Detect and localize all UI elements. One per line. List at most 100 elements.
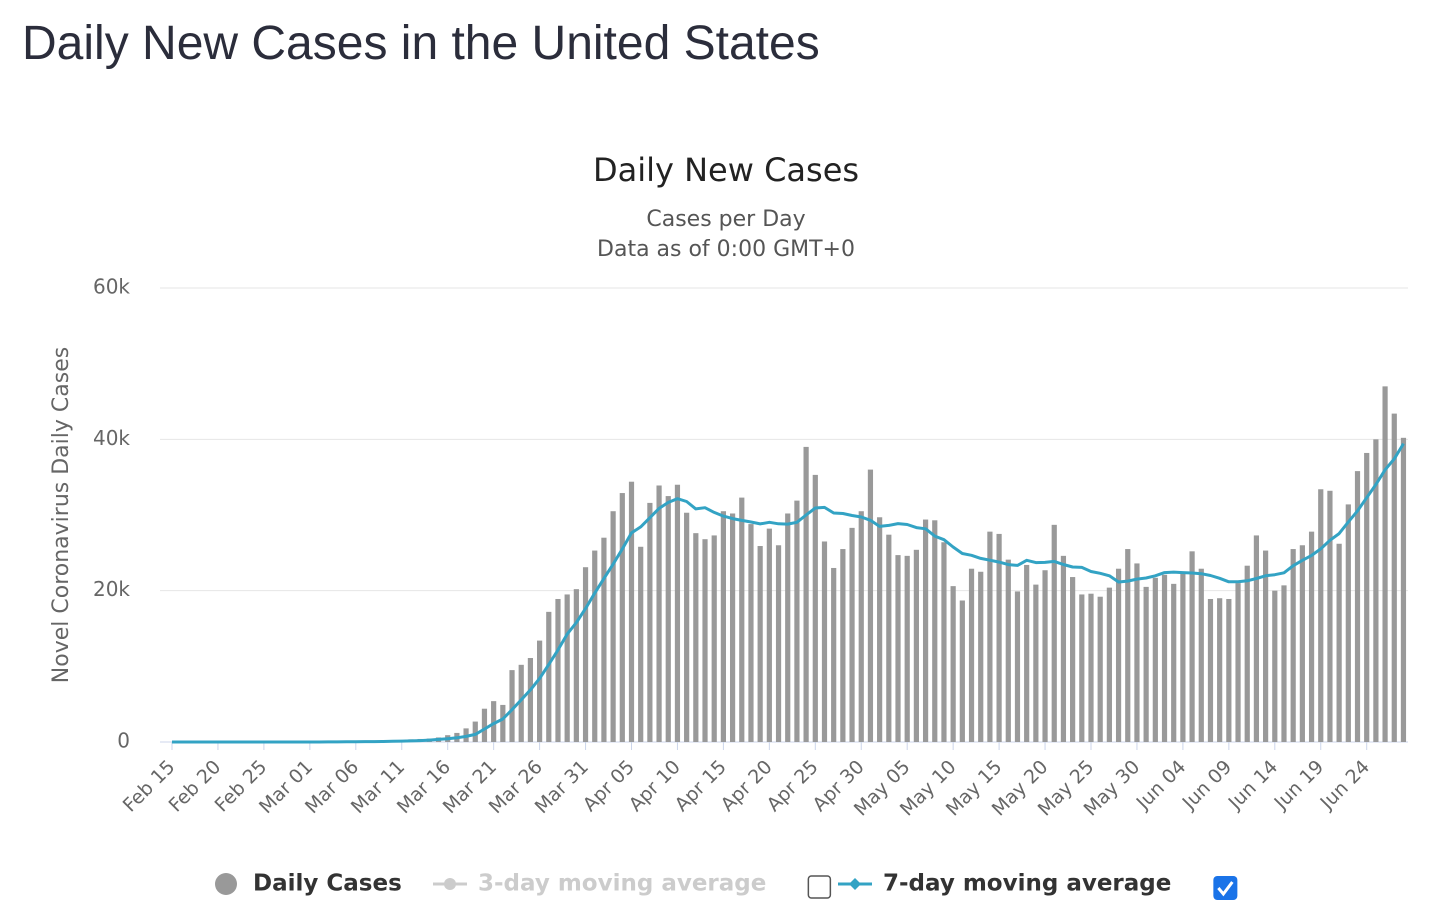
x-tick-label: Jun 04 bbox=[1132, 756, 1191, 815]
bar bbox=[987, 531, 993, 742]
bar bbox=[720, 511, 726, 742]
bar bbox=[1125, 549, 1131, 742]
chart-subtitle: Cases per Day bbox=[646, 207, 805, 232]
bar bbox=[840, 549, 846, 742]
bar bbox=[1143, 586, 1149, 742]
bar bbox=[877, 517, 883, 742]
bar bbox=[1134, 563, 1140, 742]
bar bbox=[1318, 489, 1324, 742]
bar bbox=[1152, 577, 1158, 742]
bar bbox=[757, 546, 763, 742]
checkbox[interactable] bbox=[807, 875, 832, 899]
bar bbox=[1189, 551, 1195, 742]
y-tick-label: 40k bbox=[93, 426, 130, 450]
bar bbox=[1373, 439, 1379, 742]
bar bbox=[610, 511, 616, 742]
bar bbox=[1014, 591, 1021, 742]
bar bbox=[656, 485, 662, 742]
bar bbox=[1042, 570, 1048, 742]
bar bbox=[638, 546, 644, 742]
bar bbox=[867, 469, 874, 742]
legend-label[interactable]: 7-day moving average bbox=[883, 871, 1171, 897]
bar bbox=[1106, 587, 1112, 742]
bar bbox=[472, 721, 478, 742]
bar bbox=[592, 550, 598, 742]
checkbox-mark bbox=[1217, 881, 1234, 897]
x-tick-label: Jun 19 bbox=[1270, 756, 1329, 815]
bar bbox=[573, 589, 579, 742]
bar bbox=[950, 586, 956, 742]
bar bbox=[1345, 504, 1351, 742]
chart-subtitle: Data as of 0:00 GMT+0 bbox=[597, 237, 855, 262]
bar bbox=[509, 670, 515, 742]
bar bbox=[684, 512, 690, 742]
legend-label[interactable]: 3-day moving average bbox=[478, 871, 766, 897]
checkbox[interactable] bbox=[1213, 876, 1238, 900]
bar bbox=[555, 598, 561, 742]
bar bbox=[831, 567, 837, 742]
legend-symbol bbox=[849, 878, 861, 890]
bar bbox=[941, 542, 947, 742]
y-tick-label: 60k bbox=[93, 275, 130, 299]
bar bbox=[546, 611, 552, 742]
legend-symbol bbox=[444, 878, 456, 890]
page-title: Daily New Cases in the United States bbox=[22, 17, 820, 70]
bar bbox=[582, 567, 589, 742]
bar bbox=[619, 493, 625, 742]
bar bbox=[959, 600, 965, 742]
bar bbox=[1079, 594, 1085, 742]
bar bbox=[739, 497, 745, 742]
bar bbox=[922, 519, 929, 742]
bar bbox=[665, 496, 671, 742]
bar bbox=[1171, 583, 1177, 742]
bar bbox=[527, 658, 534, 742]
bar bbox=[711, 535, 717, 742]
legend-symbol bbox=[215, 873, 237, 895]
y-axis-label: Novel Coronavirus Daily Cases bbox=[49, 347, 74, 683]
bar bbox=[1060, 555, 1067, 742]
bar bbox=[693, 533, 699, 742]
bar bbox=[978, 571, 984, 742]
bar bbox=[968, 568, 975, 742]
bar bbox=[1088, 593, 1094, 742]
bar bbox=[1327, 490, 1333, 742]
bar bbox=[1235, 583, 1241, 742]
bar bbox=[812, 474, 818, 742]
bar bbox=[849, 527, 855, 742]
bar bbox=[564, 594, 570, 742]
bar bbox=[1272, 590, 1278, 742]
bar bbox=[1115, 568, 1122, 742]
bar bbox=[821, 541, 828, 742]
legend-label[interactable]: Daily Cases bbox=[253, 871, 402, 897]
x-tick-label: Jun 24 bbox=[1316, 756, 1375, 815]
bar bbox=[996, 533, 1002, 742]
bar bbox=[729, 513, 736, 742]
bar bbox=[775, 545, 782, 742]
bar bbox=[1024, 564, 1030, 742]
bar bbox=[794, 500, 800, 742]
bar bbox=[1207, 598, 1214, 742]
bar bbox=[601, 537, 607, 742]
bar bbox=[748, 524, 754, 742]
bar bbox=[1198, 568, 1204, 742]
y-tick-label: 0 bbox=[117, 729, 130, 753]
bar bbox=[628, 481, 635, 742]
bar bbox=[491, 701, 497, 742]
y-tick-label: 20k bbox=[93, 577, 130, 601]
bar bbox=[1308, 531, 1315, 742]
bar bbox=[803, 446, 809, 742]
bar bbox=[1033, 584, 1039, 742]
bar bbox=[932, 520, 938, 742]
bar bbox=[785, 513, 791, 742]
bar bbox=[537, 640, 543, 742]
bar bbox=[1364, 452, 1370, 742]
bar bbox=[1382, 386, 1388, 742]
bar bbox=[500, 704, 506, 742]
bar bbox=[1336, 543, 1342, 742]
bar bbox=[904, 555, 910, 742]
bar bbox=[1005, 559, 1011, 742]
bar bbox=[858, 511, 864, 742]
bar bbox=[1400, 437, 1407, 742]
